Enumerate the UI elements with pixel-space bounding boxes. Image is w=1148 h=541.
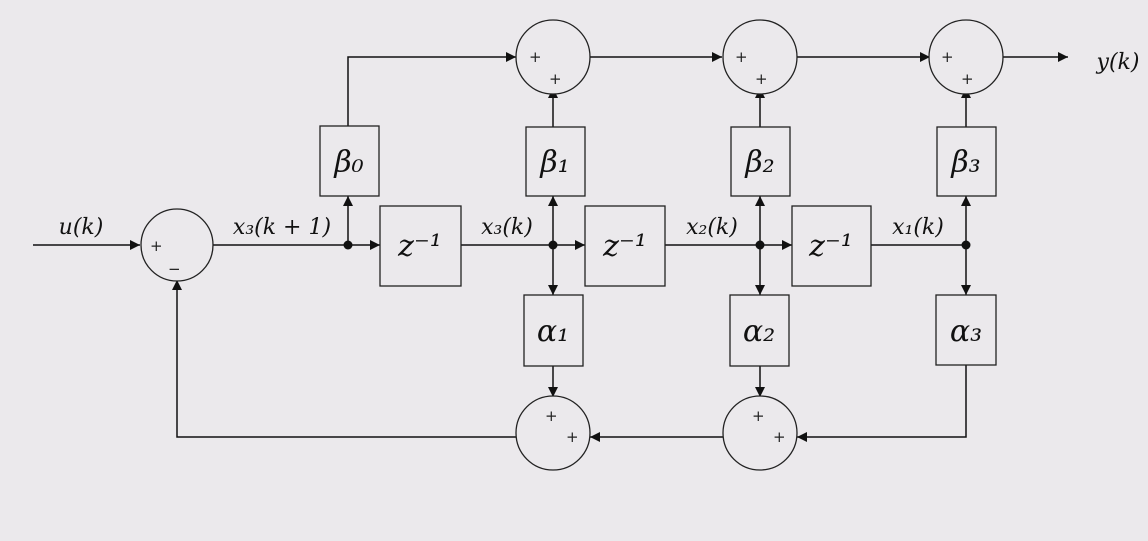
bottom-summer-1-plus-right: + [566,428,579,446]
delay-block-2-label: z⁻¹ [602,229,647,264]
input-summer-plus: + [150,237,163,255]
alpha3-label: α₃ [950,314,982,349]
junction-x3-next [343,240,353,250]
alpha2-block [729,294,790,367]
delay-block-1-label: z⁻¹ [397,229,442,264]
top-summer-2 [722,19,798,95]
bottom-summer-1 [515,395,591,471]
top-summer-3-plus-left: + [941,48,954,66]
line-alpha3-to-botsum2 [797,365,967,442]
feedback-line [172,280,517,438]
junction-dots [343,240,971,250]
input-label: u(k) [59,215,104,240]
beta2-label: β₂ [744,145,774,180]
input-summer [140,208,214,282]
x1-label: x₁(k) [892,215,944,240]
signal-labels: u(k) y(k) x₃(k + 1) x₃(k) x₂(k) x₁(k) [59,50,1140,240]
input-summer-minus: − [168,260,181,278]
delay-block-1 [379,205,462,287]
top-summer-1 [515,19,591,95]
delay-block-3 [791,205,872,287]
alpha3-block [935,294,997,366]
beta1-label: β₁ [539,145,569,180]
x3-label: x₃(k) [481,215,533,240]
top-summer-3-plus-bottom: + [961,70,974,88]
top-summer-2-plus-left: + [735,48,748,66]
alpha1-block [523,294,584,367]
beta1-block [525,126,586,197]
beta2-block [730,126,791,197]
junction-x3 [548,240,558,250]
bottom-summer-2 [722,395,798,471]
top-summer-1-plus-bottom: + [549,70,562,88]
junction-x2 [755,240,765,250]
alpha2-label: α₂ [743,314,775,349]
delay-block-3-label: z⁻¹ [808,229,853,264]
blocks: z⁻¹ z⁻¹ z⁻¹ β₀ β₁ β₂ β₃ α₁ α₂ α₃ [319,125,997,367]
x3-next-label: x₃(k + 1) [233,215,331,240]
output-label: y(k) [1096,50,1140,75]
connections [33,52,1068,442]
top-summer-3 [928,19,1004,95]
beta0-block [319,125,380,197]
top-summer-2-plus-bottom: + [755,70,768,88]
line-beta0-to-topsum1 [347,52,516,126]
x2-label: x₂(k) [686,215,738,240]
summers [140,19,1004,471]
bottom-summer-2-plus-right: + [773,428,786,446]
junction-x1 [961,240,971,250]
beta0-label: β₀ [333,145,363,180]
bottom-summer-2-plus-top: + [752,407,765,425]
top-summer-1-plus-left: + [529,48,542,66]
beta3-label: β₃ [950,145,980,180]
summer-signs: + − + + + + + + + + + + [150,48,974,446]
delay-block-2 [584,205,666,287]
beta3-block [936,126,997,197]
alpha1-label: α₁ [537,314,569,349]
bottom-summer-1-plus-top: + [545,407,558,425]
